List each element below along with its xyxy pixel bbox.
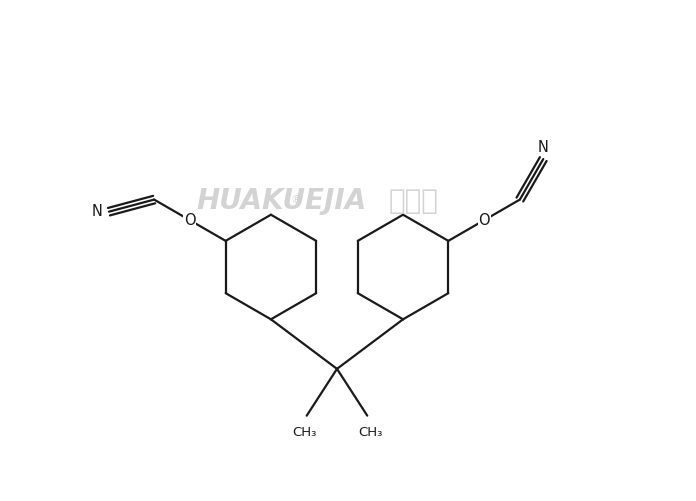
Text: HUAKUEJIA: HUAKUEJIA [197,187,367,215]
Text: O: O [184,213,196,228]
Text: N: N [538,140,548,155]
Text: ®: ® [290,195,301,205]
Text: CH₃: CH₃ [358,425,382,438]
Text: N: N [91,204,102,219]
Text: O: O [478,213,490,228]
Text: 化学加: 化学加 [389,187,439,215]
Text: CH₃: CH₃ [292,425,316,438]
